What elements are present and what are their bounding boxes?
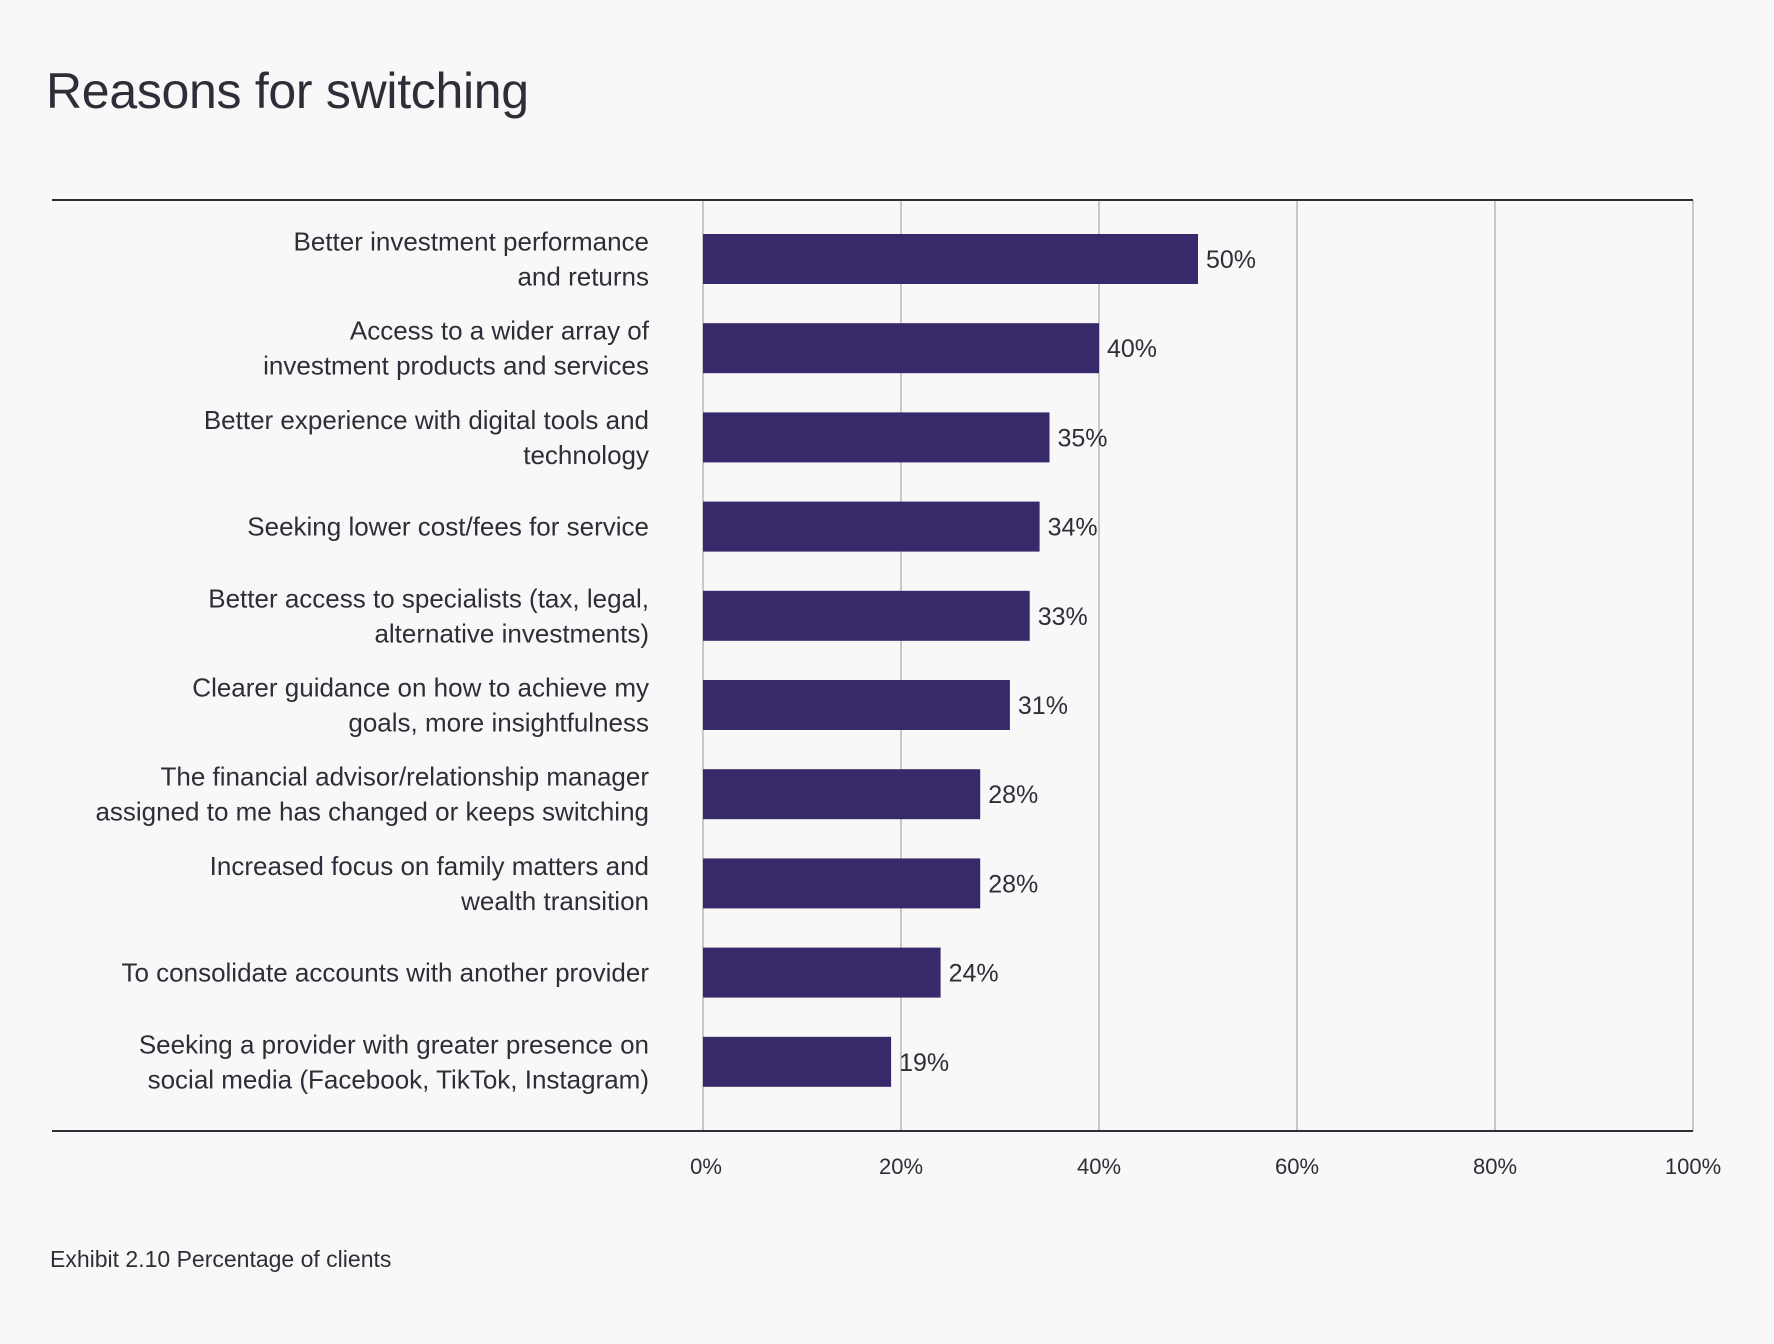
value-label: 35% xyxy=(1058,424,1108,452)
category-label: Clearer guidance on how to achieve my goa… xyxy=(192,673,649,738)
x-tick-label: 20% xyxy=(879,1154,923,1179)
bar xyxy=(703,769,981,820)
category-label: Better experience with digital tools and… xyxy=(204,405,649,470)
x-tick-label: 40% xyxy=(1077,1154,1121,1179)
category-label: To consolidate accounts with another pro… xyxy=(121,958,649,988)
category-label: Better investment performance and returns xyxy=(294,227,650,292)
category-label: Seeking lower cost/fees for service xyxy=(247,512,649,542)
category-label-line: Seeking lower cost/fees for service xyxy=(247,512,649,542)
axis-lines xyxy=(52,199,1693,1132)
category-label-line: Better investment performance xyxy=(294,227,650,257)
bar xyxy=(703,590,1030,641)
category-label: Seeking a provider with greater presence… xyxy=(139,1029,649,1094)
category-labels: Better investment performance and returns… xyxy=(95,227,649,1095)
x-tick-label: 100% xyxy=(1665,1154,1721,1179)
bar xyxy=(703,234,1198,284)
exhibit-caption: Exhibit 2.10 Percentage of clients xyxy=(50,1246,392,1272)
bars xyxy=(703,234,1198,1087)
category-label: Access to a wider array of investment pro… xyxy=(263,316,650,381)
category-label-line: Better experience with digital tools and xyxy=(204,405,649,435)
bar xyxy=(703,858,981,909)
category-label-line: Increased focus on family matters and xyxy=(210,851,649,881)
value-label: 28% xyxy=(988,781,1038,809)
category-label: The financial advisor/relationship manag… xyxy=(95,762,649,827)
category-label: Better access to specialists (tax, legal… xyxy=(208,583,649,648)
category-label-line: alternative investments) xyxy=(374,618,649,648)
bar xyxy=(703,1036,892,1087)
category-label-line: assigned to me has changed or keeps swit… xyxy=(95,797,649,827)
value-label: 40% xyxy=(1107,335,1157,363)
category-label-line: technology xyxy=(523,440,649,470)
value-label: 19% xyxy=(899,1049,949,1077)
category-label-line: Clearer guidance on how to achieve my xyxy=(192,673,649,703)
x-tick-label: 60% xyxy=(1275,1154,1319,1179)
value-label: 31% xyxy=(1018,692,1068,720)
value-label: 34% xyxy=(1048,514,1098,542)
bar xyxy=(703,947,941,998)
category-label-line: Seeking a provider with greater presence… xyxy=(139,1029,649,1059)
category-label-line: To consolidate accounts with another pro… xyxy=(121,958,649,988)
value-label: 24% xyxy=(949,960,999,988)
bar xyxy=(703,323,1099,374)
category-label-line: wealth transition xyxy=(460,886,649,916)
category-label-line: Access to a wider array of xyxy=(350,316,650,346)
category-label-line: goals, more insightfulness xyxy=(348,708,649,738)
chart-title: Reasons for switching xyxy=(46,63,529,119)
category-label-line: social media (Facebook, TikTok, Instagra… xyxy=(148,1064,649,1094)
bar xyxy=(703,680,1010,730)
bar xyxy=(703,501,1040,552)
x-tick-label: 80% xyxy=(1473,1154,1517,1179)
category-label: Increased focus on family matters and wea… xyxy=(210,851,649,916)
category-label-line: The financial advisor/relationship manag… xyxy=(161,762,650,792)
x-tick-label: 0% xyxy=(690,1154,722,1179)
bar xyxy=(703,412,1050,463)
category-label-line: Better access to specialists (tax, legal… xyxy=(208,583,649,613)
category-label-line: investment products and services xyxy=(263,351,649,381)
value-labels: 50% 40% 35% 34% 33% 31% 28% 28% 24% 19% xyxy=(899,246,1256,1077)
category-label-line: and returns xyxy=(517,262,649,292)
value-label: 50% xyxy=(1206,246,1256,274)
value-label: 28% xyxy=(988,870,1038,898)
value-label: 33% xyxy=(1038,603,1088,631)
x-tick-labels: 0% 20% 40% 60% 80% 100% xyxy=(690,1154,1721,1179)
